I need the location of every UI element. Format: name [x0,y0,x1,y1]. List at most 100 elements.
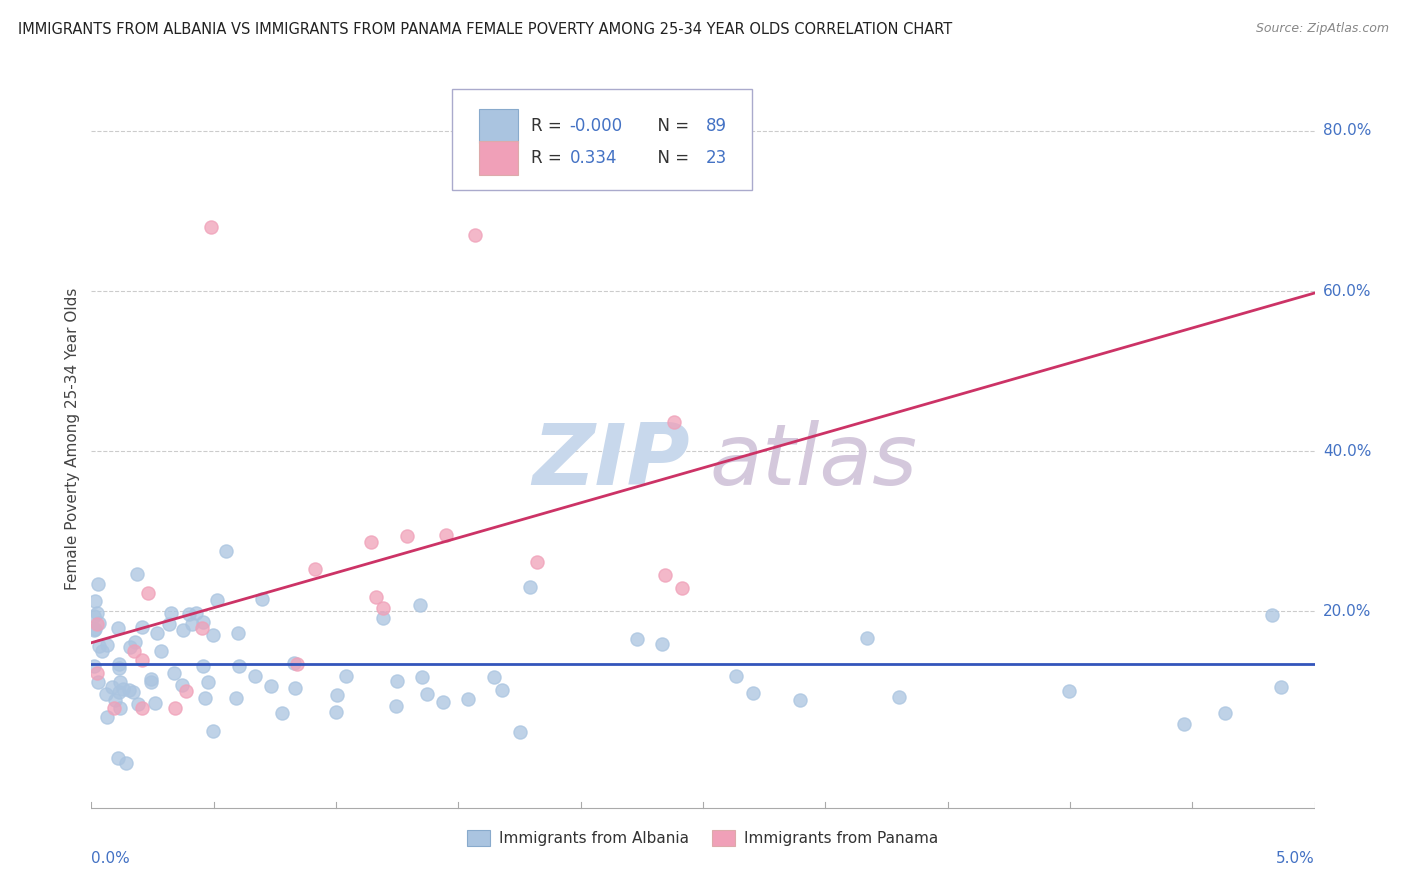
Point [143,696,166,710]
Text: 60.0%: 60.0% [1323,284,1371,299]
Point [157,616,180,631]
Point [108,657,131,671]
Point [245,669,267,683]
Point [163,700,186,714]
Point [90,644,112,658]
Point [197,675,219,690]
Point [160,606,183,620]
Point [96,638,118,652]
Point [107,751,129,765]
Point [226,625,249,640]
Point [112,681,135,696]
Point [136,586,159,600]
Point [191,659,214,673]
Point [108,675,131,690]
Point [205,592,228,607]
Point [180,616,202,631]
Point [146,625,169,640]
Point [124,635,146,649]
Point [163,666,186,681]
Point [184,606,207,620]
Point [284,681,307,696]
Point [172,678,194,692]
Point [101,681,124,695]
Point [416,687,439,701]
Point [395,529,418,543]
Point [200,220,222,235]
Point [626,632,648,646]
Point [789,693,811,707]
Point [122,685,145,699]
Point [115,756,138,771]
Point [87,640,110,654]
Point [87,615,110,630]
Point [125,567,148,582]
Point [172,624,194,638]
Point [122,644,145,658]
Point [434,527,457,541]
Point [654,567,676,582]
Point [215,544,238,558]
Point [83,623,105,637]
Point [526,555,548,569]
Point [1215,706,1237,721]
Point [1261,607,1284,622]
Text: 80.0%: 80.0% [1323,123,1371,138]
Legend: Immigrants from Albania, Immigrants from Panama: Immigrants from Albania, Immigrants from… [461,824,945,853]
Text: R =: R = [530,117,567,135]
Point [371,611,394,625]
Text: N =: N = [647,117,695,135]
Point [150,644,173,658]
Point [104,692,127,706]
Point [1270,681,1292,695]
Point [432,695,454,709]
Point [1173,716,1195,731]
Point [1057,684,1080,698]
Point [228,658,250,673]
Point [87,675,110,690]
Point [259,679,281,693]
Point [270,706,292,720]
Point [83,623,105,637]
Point [371,600,394,615]
Point [250,592,273,607]
Text: Source: ZipAtlas.com: Source: ZipAtlas.com [1256,22,1389,36]
Point [96,710,118,724]
Text: 0.334: 0.334 [569,149,617,167]
Point [464,228,486,243]
Text: 0.0%: 0.0% [91,851,131,865]
Point [83,658,105,673]
Text: 89: 89 [706,117,727,135]
Point [131,620,153,634]
Text: atlas: atlas [709,420,917,503]
Y-axis label: Female Poverty Among 25-34 Year Olds: Female Poverty Among 25-34 Year Olds [65,288,80,591]
Point [108,661,131,675]
Point [360,535,382,549]
Point [491,682,513,697]
Point [225,691,247,706]
Text: N =: N = [647,149,695,167]
Point [287,657,309,671]
Text: 5.0%: 5.0% [1275,851,1315,865]
Point [411,670,433,684]
Point [202,628,225,642]
Point [118,683,141,698]
Text: IMMIGRANTS FROM ALBANIA VS IMMIGRANTS FROM PANAMA FEMALE POVERTY AMONG 25-34 YEA: IMMIGRANTS FROM ALBANIA VS IMMIGRANTS FR… [18,22,952,37]
Point [86,616,108,631]
Text: 23: 23 [706,149,727,167]
Text: ZIP: ZIP [531,420,689,503]
FancyBboxPatch shape [453,89,752,190]
Point [177,607,200,621]
Point [202,724,225,739]
Text: R =: R = [530,149,567,167]
Point [326,689,349,703]
Point [519,580,541,594]
Point [664,415,686,429]
Point [86,606,108,620]
Point [671,582,693,596]
Point [86,666,108,681]
Point [107,621,129,635]
Text: 20.0%: 20.0% [1323,604,1371,619]
Point [110,701,132,715]
Point [484,670,506,684]
